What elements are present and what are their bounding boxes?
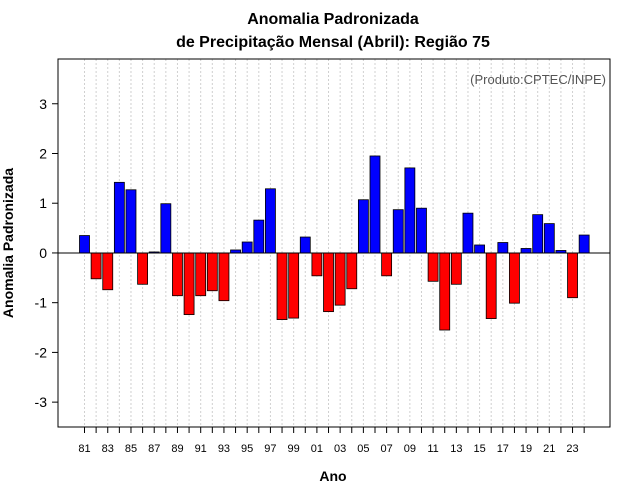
- bar-14: [462, 212, 474, 254]
- x-tick-label: 85: [125, 443, 137, 455]
- bar-01: [311, 252, 323, 277]
- bar-07: [381, 252, 393, 277]
- bar-12: [439, 252, 451, 331]
- plot-frame: [57, 58, 611, 428]
- x-tick-label: 03: [334, 443, 346, 455]
- x-tick-label: 81: [78, 443, 90, 455]
- bar-16: [485, 252, 497, 319]
- bar-97: [265, 188, 276, 254]
- x-tick-label: 17: [497, 443, 509, 455]
- bar-96: [253, 219, 265, 254]
- bar-23: [567, 252, 578, 299]
- x-tick-label: 23: [566, 443, 578, 455]
- x-tick-label: 09: [404, 443, 416, 455]
- bar-20: [532, 214, 544, 254]
- x-tick-label: 21: [543, 443, 555, 455]
- bar-13: [450, 252, 462, 285]
- bar-81: [79, 235, 90, 254]
- y-axis-title: Anomalia Padronizada: [0, 168, 16, 318]
- bar-85: [125, 189, 137, 254]
- bar-02: [323, 252, 334, 313]
- x-tick-label: 97: [264, 443, 276, 455]
- y-axis: -3 -2 -1 0 1 2 3: [35, 96, 58, 410]
- bar-00: [299, 236, 311, 254]
- bar-89: [172, 252, 183, 297]
- bar-99: [288, 252, 300, 319]
- x-tick-label: 99: [288, 443, 300, 455]
- bar-03: [334, 252, 346, 306]
- bar-93: [218, 252, 230, 302]
- bar-84: [113, 181, 125, 254]
- bar-08: [392, 209, 404, 254]
- vertical-grid: [84, 59, 585, 427]
- credit-label: (Produto:CPTEC/INPE): [470, 72, 606, 87]
- x-tick-label: 91: [195, 443, 207, 455]
- x-tick-label: 87: [148, 443, 160, 455]
- x-tick-label: 11: [427, 443, 438, 455]
- bar-24: [578, 234, 590, 254]
- bar-90: [183, 252, 195, 316]
- bar-88: [160, 203, 172, 254]
- x-tick-label: 19: [520, 443, 532, 455]
- x-tick-label: 83: [102, 443, 114, 455]
- y-tick-label: 1: [39, 195, 47, 211]
- bar-21: [543, 223, 555, 254]
- bar-09: [404, 167, 416, 254]
- bar-86: [137, 252, 149, 285]
- x-tick-label: 15: [473, 443, 485, 455]
- chart-title-line2: de Precipitação Mensal (Abril): Região 7…: [176, 34, 490, 51]
- x-tick-label: 89: [171, 443, 183, 455]
- x-tick-label: 05: [357, 443, 369, 455]
- y-tick-label: -3: [35, 394, 48, 410]
- y-tick-label: -2: [35, 344, 48, 360]
- bar-18: [509, 252, 520, 304]
- y-tick-label: 0: [39, 245, 47, 261]
- chart-title-line1: Anomalia Padronizada: [247, 11, 419, 28]
- bar-82: [90, 252, 102, 280]
- x-tick-label: 93: [218, 443, 230, 455]
- bar-19: [520, 248, 532, 254]
- bar-06: [369, 155, 381, 254]
- bar-10: [416, 207, 427, 254]
- y-tick-label: -1: [35, 295, 48, 311]
- bar-91: [195, 252, 207, 297]
- x-tick-label: 01: [311, 443, 323, 455]
- bar-95: [241, 241, 253, 254]
- bar-98: [276, 252, 288, 320]
- bar-83: [102, 252, 114, 291]
- x-tick-label: 95: [241, 443, 253, 455]
- bar-92: [206, 252, 218, 292]
- bar-05: [357, 199, 369, 254]
- x-tick-label: 07: [380, 443, 392, 455]
- x-axis: 81 83 85 87 89 91 93 95 97 99 01 03 05 07 09 11 13 15 17 19…: [78, 427, 585, 455]
- bars: [79, 155, 590, 331]
- bar-04: [346, 252, 358, 290]
- bar-15: [474, 244, 485, 254]
- bar-11: [427, 252, 439, 282]
- bar-17: [497, 242, 509, 254]
- x-axis-title: Ano: [319, 468, 346, 484]
- x-tick-label: 13: [450, 443, 462, 455]
- y-tick-label: 3: [39, 96, 47, 112]
- y-tick-label: 2: [39, 145, 47, 161]
